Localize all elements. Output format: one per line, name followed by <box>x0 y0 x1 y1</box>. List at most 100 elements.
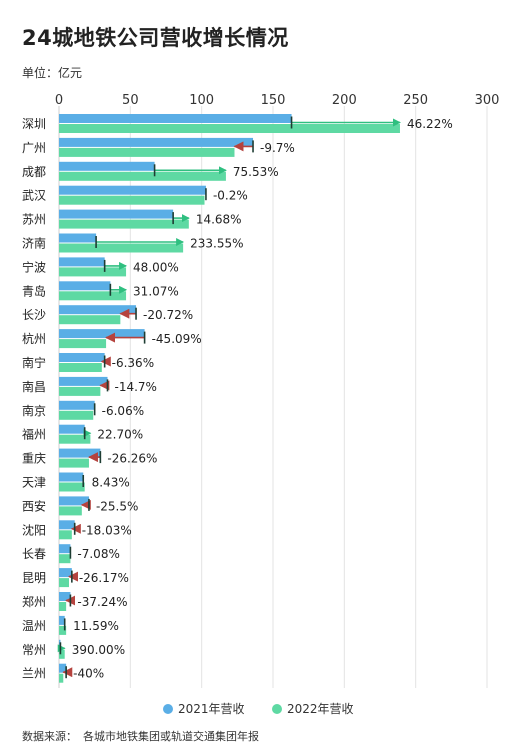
bar-2022 <box>59 219 189 229</box>
bar-2021 <box>59 424 85 434</box>
bar-2022 <box>59 506 82 516</box>
bar-2021 <box>59 281 111 291</box>
bar-2022 <box>59 267 127 277</box>
unit-label: 单位：亿元 <box>22 66 83 80</box>
x-tick-label: 300 <box>475 93 500 108</box>
bar-2021 <box>59 305 137 315</box>
category-label: 重庆 <box>22 452 46 466</box>
data-label: -6.06% <box>102 404 144 418</box>
bar-2021 <box>59 353 105 362</box>
data-label: 46.22% <box>407 117 453 131</box>
data-label: -45.09% <box>152 332 202 346</box>
category-label: 天津 <box>22 476 46 490</box>
data-label: 75.53% <box>233 165 279 179</box>
data-label: -6.36% <box>112 356 154 370</box>
chart-title: 24城地铁公司营收增长情况 <box>22 26 289 50</box>
category-label: 苏州 <box>22 213 46 227</box>
x-tick-label: 200 <box>332 93 357 108</box>
bar-2021 <box>59 544 71 554</box>
bar-2022 <box>59 554 71 564</box>
bar-2022 <box>59 147 235 157</box>
data-label: -18.03% <box>82 523 132 537</box>
bar-2022 <box>59 171 226 181</box>
category-label: 南京 <box>22 403 46 418</box>
bar-2022 <box>59 124 400 133</box>
bar-2022 <box>59 482 85 492</box>
bar-2021 <box>59 209 174 219</box>
bar-2021 <box>59 233 97 243</box>
category-label: 武汉 <box>22 189 46 203</box>
data-label: -9.7% <box>260 141 295 155</box>
bar-2021 <box>59 520 75 530</box>
data-label: -25.5% <box>96 499 138 513</box>
bar-2021 <box>59 568 72 578</box>
category-label: 兰州 <box>22 667 46 681</box>
category-label: 福州 <box>22 427 46 442</box>
bar-2021 <box>59 257 105 267</box>
x-tick-label: 0 <box>55 93 63 108</box>
data-label: -14.7% <box>115 380 157 394</box>
x-tick-label: 250 <box>403 93 428 108</box>
bar-2022 <box>59 673 64 683</box>
category-label: 广州 <box>22 141 46 155</box>
bar-2022 <box>59 434 91 444</box>
source-label: 数据来源： <box>22 730 77 743</box>
data-label: 22.70% <box>97 428 143 442</box>
bar-2021 <box>59 114 292 123</box>
x-tick-label: 150 <box>261 93 286 108</box>
legend-label-2021: 2021年营收 <box>178 702 245 716</box>
category-label: 杭州 <box>22 331 46 346</box>
bar-2021 <box>59 448 101 458</box>
bar-2021 <box>59 329 145 339</box>
bar-2022 <box>59 602 67 611</box>
category-label: 南宁 <box>22 355 46 370</box>
bar-2021 <box>59 185 206 195</box>
data-label: 11.59% <box>73 619 119 633</box>
legend-swatch-2021 <box>163 704 173 714</box>
category-label: 青岛 <box>22 283 46 298</box>
bar-2021 <box>59 161 155 171</box>
bar-2021 <box>59 472 84 482</box>
legend-label-2022: 2022年营收 <box>287 702 354 716</box>
data-label: 390.00% <box>72 643 125 657</box>
data-label: 233.55% <box>190 237 243 251</box>
bar-2022 <box>59 195 205 205</box>
bar-2022 <box>59 291 127 301</box>
data-label: 48.00% <box>133 260 179 274</box>
data-label: 8.43% <box>92 476 130 490</box>
data-label: -26.17% <box>79 571 129 585</box>
data-label: -40% <box>73 667 104 681</box>
bar-2022 <box>59 315 121 325</box>
bar-2022 <box>59 649 65 659</box>
category-label: 温州 <box>22 619 46 633</box>
x-tick-label: 50 <box>122 93 139 108</box>
bar-2022 <box>59 578 69 588</box>
category-label: 长沙 <box>22 308 46 322</box>
bar-2022 <box>59 410 94 420</box>
x-tick-label: 100 <box>189 93 214 108</box>
category-label: 南昌 <box>22 379 46 394</box>
category-label: 常州 <box>22 643 46 657</box>
category-label: 深圳 <box>22 117 46 131</box>
bar-2021 <box>59 496 89 506</box>
bar-2021 <box>59 376 108 386</box>
category-label: 济南 <box>22 236 46 251</box>
data-label: -7.08% <box>77 547 119 561</box>
category-label: 宁波 <box>22 259 46 274</box>
source-text: 各城市地铁集团或轨道交通集团年报 <box>83 730 259 743</box>
category-label: 长春 <box>22 547 46 561</box>
bar-2022 <box>59 363 102 372</box>
category-label: 郑州 <box>22 594 46 609</box>
category-label: 昆明 <box>22 571 46 585</box>
bar-2022 <box>59 530 72 540</box>
data-label: -37.24% <box>77 595 127 609</box>
data-label: 14.68% <box>196 213 242 227</box>
data-label: -26.26% <box>107 452 157 466</box>
category-label: 沈阳 <box>22 522 46 537</box>
data-source: 数据来源： 各城市地铁集团或轨道交通集团年报 <box>22 728 265 744</box>
data-label: -20.72% <box>143 308 193 322</box>
category-label: 西安 <box>22 498 46 513</box>
data-label: -0.2% <box>213 189 248 203</box>
bar-2021 <box>59 615 65 625</box>
